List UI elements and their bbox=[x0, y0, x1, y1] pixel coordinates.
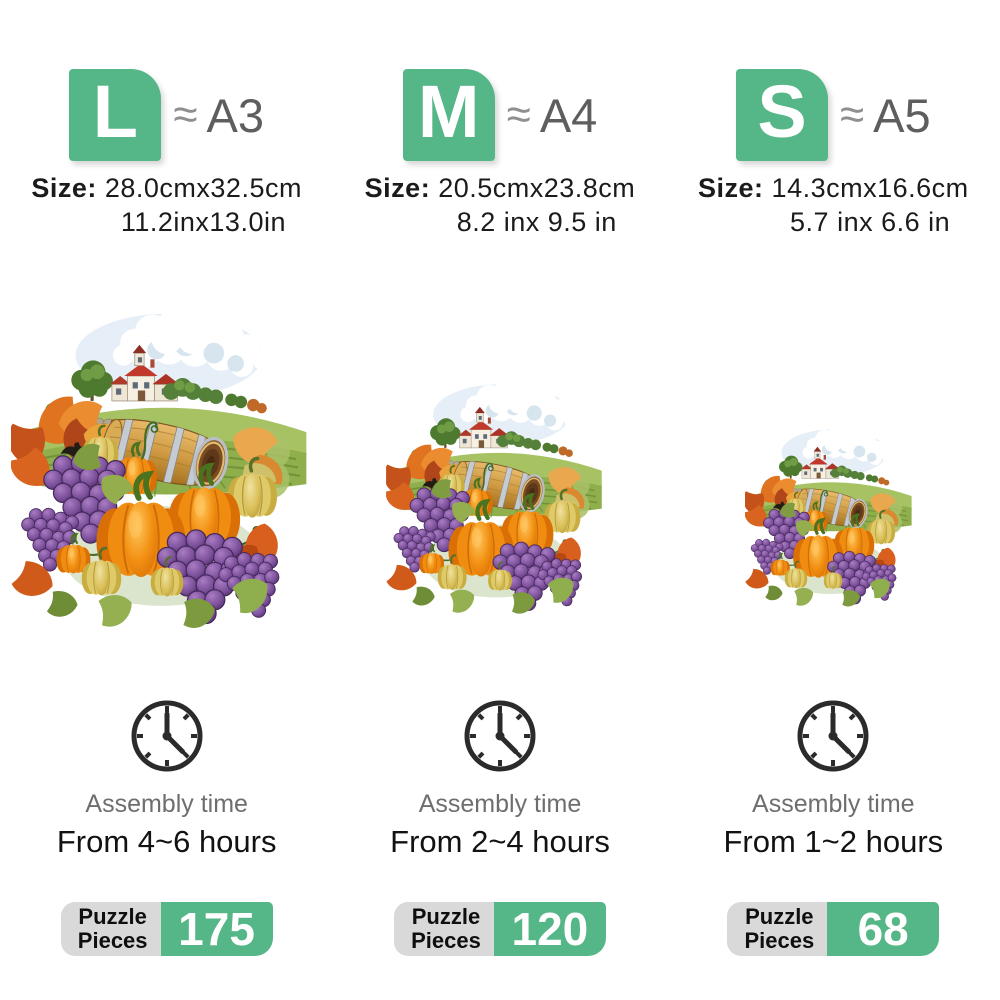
size-values: 20.5cmx23.8cm 8.2 inx 9.5 in bbox=[438, 172, 635, 240]
puzzle-pieces-label: Puzzle Pieces bbox=[727, 902, 828, 956]
paper-equivalence: ≈ A3 bbox=[173, 92, 264, 139]
size-letter: S bbox=[757, 70, 807, 153]
approx-symbol: ≈ bbox=[840, 90, 865, 139]
paper-size-label: A5 bbox=[873, 88, 931, 142]
puzzle-artwork-box bbox=[0, 240, 333, 634]
paper-size-label: A3 bbox=[206, 88, 264, 142]
size-cm-value: 28.0cmx32.5cm bbox=[104, 173, 302, 203]
pieces-label-line1: Puzzle bbox=[745, 903, 814, 929]
puzzle-pieces-badge: Puzzle Pieces 120 bbox=[394, 902, 606, 956]
clock-box bbox=[127, 696, 207, 776]
puzzle-pieces-count: 175 bbox=[160, 902, 273, 956]
puzzle-pieces-count: 120 bbox=[493, 902, 606, 956]
size-column-s: S ≈ A5 Size: 14.3cmx16.6cm 5.7 inx 6.6 i… bbox=[667, 62, 1000, 956]
size-spec: Size: 14.3cmx16.6cm 5.7 inx 6.6 in bbox=[698, 172, 969, 240]
size-label: Size: bbox=[31, 173, 97, 203]
clock-icon bbox=[793, 696, 873, 776]
size-in-value: 5.7 inx 6.6 in bbox=[790, 206, 951, 237]
size-letter-tile-m: M bbox=[402, 69, 495, 161]
assembly-time-label: Assembly time bbox=[418, 790, 582, 818]
size-letter-tile-l: L bbox=[69, 69, 162, 161]
puzzle-pieces-label: Puzzle Pieces bbox=[60, 902, 161, 956]
size-column-m: M ≈ A4 Size: 20.5cmx23.8cm 8.2 inx 9.5 i… bbox=[333, 62, 666, 956]
size-label: Size: bbox=[364, 173, 431, 203]
pieces-label-line2: Pieces bbox=[411, 928, 481, 953]
size-header-l: L ≈ A3 bbox=[69, 62, 264, 168]
clock-box bbox=[793, 696, 873, 776]
size-values: 14.3cmx16.6cm 5.7 inx 6.6 in bbox=[772, 172, 969, 240]
size-header-s: S ≈ A5 bbox=[736, 62, 931, 168]
size-letter: L bbox=[92, 70, 138, 153]
size-column-l: L ≈ A3 Size: 28.0cmx32.5cm 11.2inx13.0in… bbox=[0, 62, 333, 956]
pieces-label-line2: Pieces bbox=[744, 928, 815, 953]
approx-symbol: ≈ bbox=[173, 90, 198, 139]
puzzle-pieces-label: Puzzle Pieces bbox=[394, 902, 494, 956]
clock-box bbox=[460, 696, 540, 776]
pieces-label-line1: Puzzle bbox=[78, 903, 147, 929]
harvest-puzzle-artwork bbox=[11, 301, 323, 634]
puzzle-artwork-box bbox=[333, 240, 666, 634]
paper-equivalence: ≈ A4 bbox=[507, 92, 598, 139]
size-letter-tile-s: S bbox=[736, 69, 828, 161]
size-cm-value: 14.3cmx16.6cm bbox=[771, 173, 969, 203]
puzzle-artwork-box bbox=[667, 240, 1000, 634]
size-comparison-infographic: L ≈ A3 Size: 28.0cmx32.5cm 11.2inx13.0in… bbox=[0, 62, 1000, 956]
size-spec: Size: 28.0cmx32.5cm 11.2inx13.0in bbox=[31, 172, 302, 240]
assembly-time-value: From 1~2 hours bbox=[723, 824, 944, 859]
paper-size-label: A4 bbox=[539, 88, 598, 142]
assembly-time-label: Assembly time bbox=[752, 790, 915, 818]
size-letter: M bbox=[417, 70, 480, 153]
approx-symbol: ≈ bbox=[506, 90, 531, 139]
size-header-m: M ≈ A4 bbox=[402, 62, 598, 168]
pieces-label-line2: Pieces bbox=[77, 928, 148, 953]
pieces-label-line1: Puzzle bbox=[411, 903, 481, 929]
size-values: 28.0cmx32.5cm 11.2inx13.0in bbox=[105, 172, 302, 240]
size-spec: Size: 20.5cmx23.8cm 8.2 inx 9.5 in bbox=[365, 172, 636, 240]
size-label: Size: bbox=[698, 173, 764, 203]
size-cm-value: 20.5cmx23.8cm bbox=[438, 173, 636, 203]
size-in-value: 11.2inx13.0in bbox=[120, 206, 286, 237]
harvest-puzzle-artwork bbox=[745, 422, 921, 610]
puzzle-pieces-count: 68 bbox=[827, 902, 940, 956]
clock-icon bbox=[460, 696, 540, 776]
puzzle-pieces-badge: Puzzle Pieces 175 bbox=[60, 902, 273, 956]
paper-equivalence: ≈ A5 bbox=[840, 92, 931, 139]
harvest-puzzle-artwork bbox=[386, 375, 614, 618]
size-in-value: 8.2 inx 9.5 in bbox=[456, 206, 617, 237]
assembly-time-label: Assembly time bbox=[85, 790, 248, 818]
assembly-time-value: From 4~6 hours bbox=[56, 824, 277, 859]
assembly-time-value: From 2~4 hours bbox=[390, 824, 610, 859]
clock-icon bbox=[127, 696, 207, 776]
puzzle-pieces-badge: Puzzle Pieces 68 bbox=[727, 902, 940, 956]
